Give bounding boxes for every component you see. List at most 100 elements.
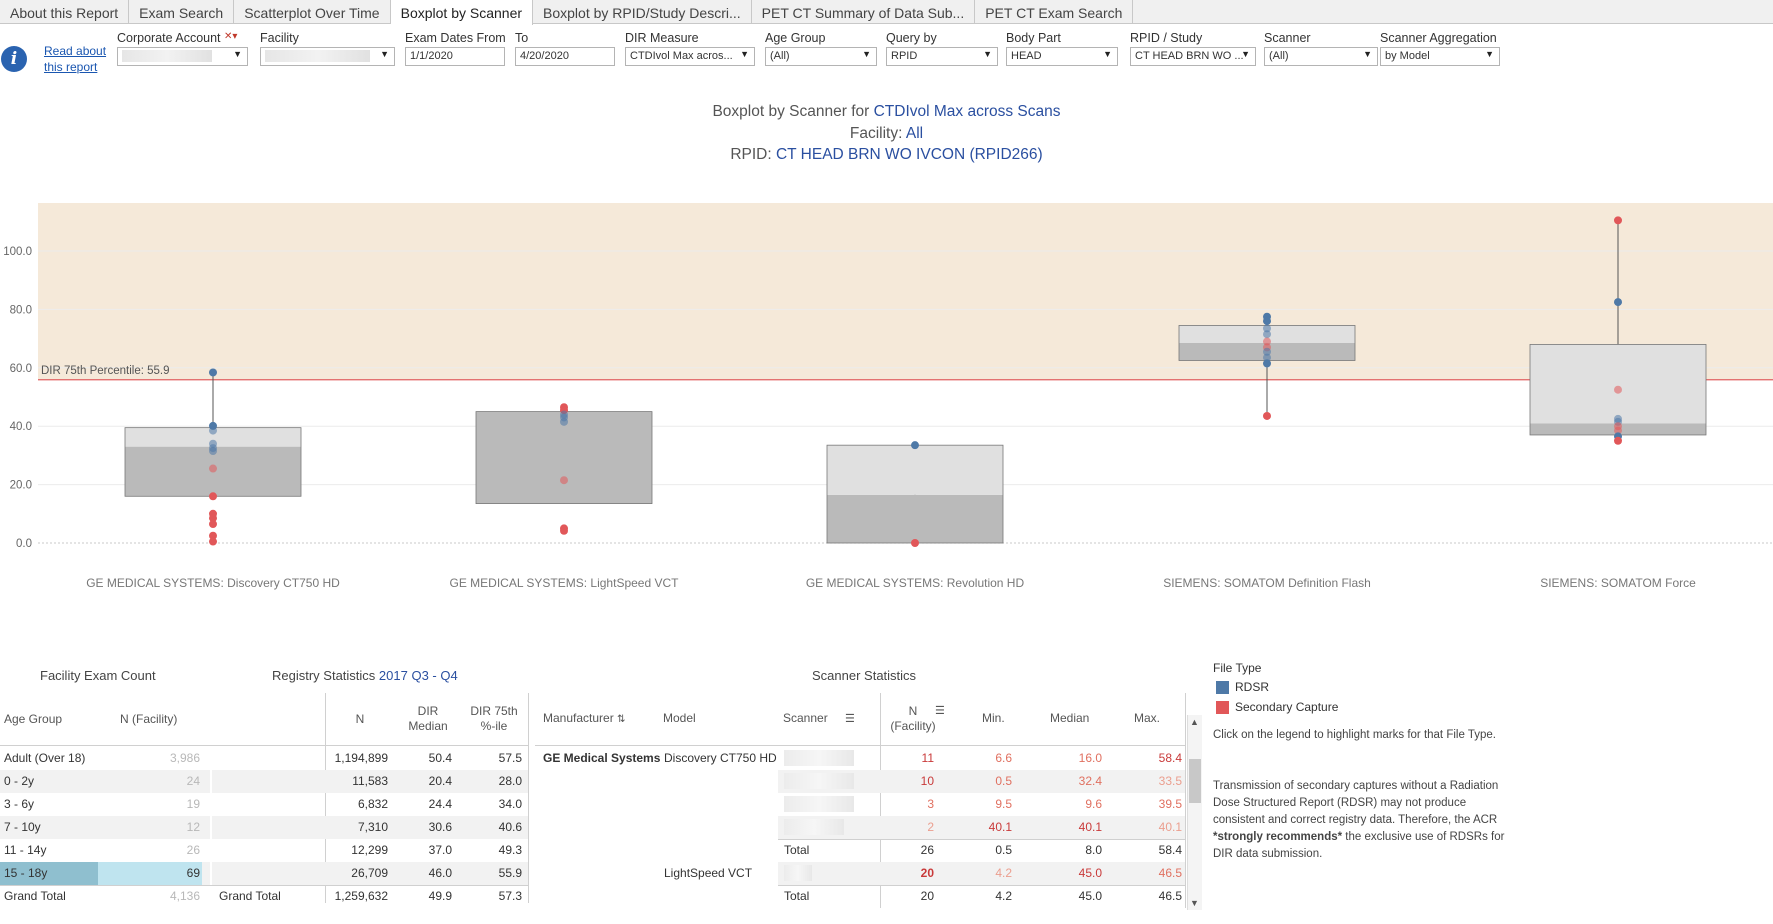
col-max: Max. <box>1134 711 1161 725</box>
corporate-account-select[interactable]: ▼ <box>117 47 248 66</box>
col-scanner[interactable]: Scanner ☰ <box>783 711 855 727</box>
query-by-select[interactable]: RPID ▼ <box>886 47 998 66</box>
data-point <box>209 531 217 540</box>
body-part-select[interactable]: HEAD ▼ <box>1006 47 1118 66</box>
y-tick-label: 40.0 <box>10 421 32 433</box>
tab-boxplot-by-scanner[interactable]: Boxplot by Scanner <box>390 0 534 25</box>
redacted-scanner <box>784 865 812 881</box>
model-cell: LightSpeed VCT <box>664 866 753 880</box>
n-facility-cell: 12 <box>186 820 200 834</box>
select-value: CT HEAD BRN WO ... <box>1135 50 1244 62</box>
filter-label: Exam Dates From <box>405 31 506 45</box>
data-point <box>1614 216 1622 225</box>
chevron-down-icon: ▼ <box>1363 49 1372 59</box>
exam-dates-from-input[interactable]: 1/1/2020 <box>405 47 505 66</box>
box-lower <box>827 494 1003 543</box>
sort-icon[interactable]: ☰ <box>845 713 855 725</box>
n-facility-cell: 19 <box>186 797 200 811</box>
scanner-aggregation-select[interactable]: by Model ▼ <box>1380 47 1500 66</box>
data-point <box>1263 330 1271 339</box>
age-group-cell: 0 - 2y <box>4 774 35 788</box>
title-rpid: CT HEAD BRN WO IVCON (RPID266) <box>775 146 1043 163</box>
registry-n-cell: 26,709 <box>351 866 388 880</box>
scanner-max-cell: 46.5 <box>1158 866 1182 880</box>
rdsr-note: Transmission of secondary captures witho… <box>1213 778 1513 863</box>
scanner-median-cell: 32.4 <box>1078 774 1102 788</box>
scroll-down-icon[interactable]: ▼ <box>1190 898 1199 908</box>
tab-about-this-report[interactable]: About this Report <box>0 0 130 24</box>
grand-total-n: 4,136 <box>169 889 200 903</box>
y-tick-label: 20.0 <box>10 480 32 492</box>
scroll-thumb[interactable] <box>1189 759 1201 803</box>
scroll-up-icon[interactable]: ▲ <box>1190 717 1199 727</box>
data-point <box>1263 353 1271 362</box>
col-manufacturer[interactable]: Manufacturer ⇅ <box>543 711 625 727</box>
select-value: (All) <box>1269 50 1289 62</box>
y-tick-label: 0.0 <box>16 538 32 550</box>
column-divider <box>325 693 326 903</box>
data-point <box>209 426 217 435</box>
info-icon[interactable]: i <box>1 46 27 72</box>
legend-swatch <box>1216 700 1229 714</box>
facility-select[interactable]: ▼ <box>260 47 395 66</box>
registry-median-cell: 37.0 <box>428 843 452 857</box>
filter-corporate-account: Corporate Account ✕▾ ▼ <box>117 31 248 66</box>
redacted-scanner <box>784 773 854 789</box>
chevron-down-icon: ▼ <box>233 49 242 59</box>
header-label: Scanner <box>783 711 828 725</box>
exam-dates-to-input[interactable]: 4/20/2020 <box>515 47 615 66</box>
header-line: (Facility) <box>890 719 936 733</box>
tab-exam-search[interactable]: Exam Search <box>129 0 235 24</box>
chevron-down-icon: ▼ <box>862 49 871 59</box>
registry-median-cell: 24.4 <box>428 797 452 811</box>
data-point <box>1263 359 1271 368</box>
title-facility: All <box>905 125 924 142</box>
legend-item-secondary-capture[interactable]: Secondary Capture <box>1216 700 1338 714</box>
header-line: N <box>908 704 918 718</box>
tab-pet-ct-summary[interactable]: PET CT Summary of Data Sub... <box>752 0 976 24</box>
data-point <box>209 520 217 529</box>
row-stripe <box>212 816 528 839</box>
registry-p75-cell: 28.0 <box>498 774 522 788</box>
filter-label: Scanner <box>1264 31 1311 45</box>
tab-scatterplot-over-time[interactable]: Scatterplot Over Time <box>234 0 391 24</box>
sort-icon[interactable]: ☰ <box>935 705 945 717</box>
chevron-down-icon: ▼ <box>983 49 992 59</box>
redacted-scanner <box>784 750 854 766</box>
rpid-study-select[interactable]: CT HEAD BRN WO ... ▼ <box>1130 47 1256 66</box>
legend-swatch <box>1216 680 1229 694</box>
y-tick-label: 100.0 <box>3 246 32 258</box>
scanner-statistics-scrollbar[interactable]: ▲ ▼ <box>1187 715 1202 910</box>
filter-scanner-aggregation: Scanner Aggregation by Model ▼ <box>1380 31 1500 66</box>
header-line: DIR 75th <box>470 704 518 718</box>
col-n: N <box>355 712 365 726</box>
n-facility-cell: 3,986 <box>169 751 200 765</box>
legend-item-rdsr[interactable]: RDSR <box>1216 680 1269 694</box>
scanner-select[interactable]: (All) ▼ <box>1264 47 1378 66</box>
total-label: Total <box>784 889 810 903</box>
clear-filter-icon[interactable]: ✕▾ <box>224 31 238 42</box>
column-divider <box>528 693 529 903</box>
tab-pet-ct-exam-search[interactable]: PET CT Exam Search <box>975 0 1134 24</box>
dir-measure-select[interactable]: CTDIvol Max acros... ▼ <box>625 47 755 66</box>
title-measure: CTDIvol Max across Scans <box>873 103 1061 120</box>
sort-icon[interactable]: ⇅ <box>617 714 626 725</box>
x-category-label: GE MEDICAL SYSTEMS: Discovery CT750 HD <box>86 576 340 590</box>
age-group-select[interactable]: (All) ▼ <box>765 47 877 66</box>
scanner-median-cell: 9.6 <box>1085 797 1102 811</box>
tab-boxplot-by-rpid[interactable]: Boxplot by RPID/Study Descri... <box>533 0 752 24</box>
read-about-link[interactable]: Read about this report <box>44 44 107 74</box>
above-p75-band <box>38 203 1773 380</box>
scanner-n-cell: 2 <box>927 820 934 834</box>
chevron-down-icon: ▼ <box>1103 49 1112 59</box>
registry-n-cell: 7,310 <box>357 820 388 834</box>
age-group-cell: Adult (Over 18) <box>4 751 86 765</box>
data-point <box>1263 347 1271 356</box>
scanner-n-cell: 10 <box>920 774 934 788</box>
legend-label: RDSR <box>1235 680 1270 694</box>
legend-label: Secondary Capture <box>1235 700 1339 714</box>
chevron-down-icon: ▼ <box>1241 49 1250 59</box>
data-point <box>1614 298 1622 307</box>
select-value: (All) <box>770 50 790 62</box>
note-emphasis: *strongly recommends* <box>1213 831 1343 843</box>
